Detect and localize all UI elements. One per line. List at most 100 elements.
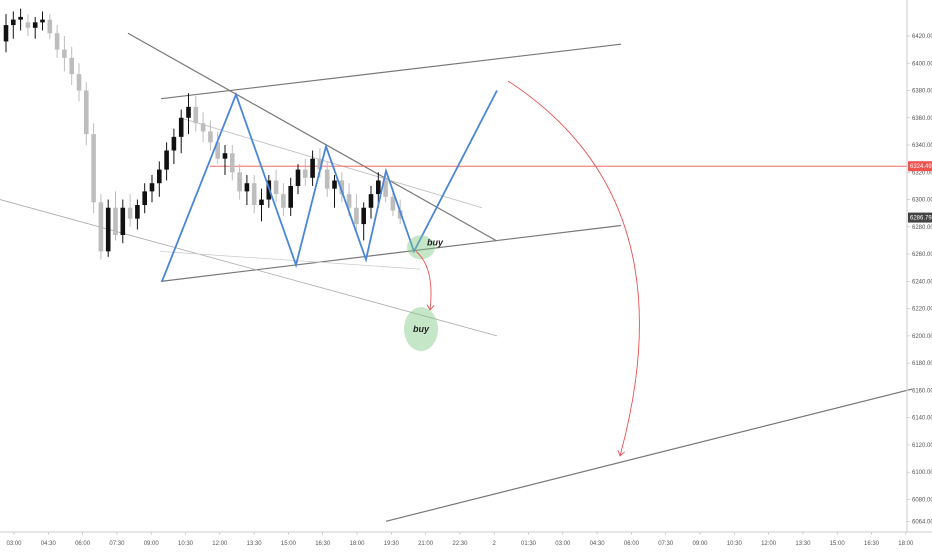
candle-body bbox=[178, 117, 184, 137]
candle bbox=[18, 8, 23, 31]
price-tag-box bbox=[908, 161, 932, 172]
time-tick-label: 21:00 bbox=[418, 541, 434, 547]
candle bbox=[40, 11, 45, 31]
candle bbox=[157, 161, 162, 197]
time-tick-label: 16:30 bbox=[315, 541, 331, 547]
candle-body bbox=[208, 131, 213, 143]
time-tick-label: 13:30 bbox=[247, 541, 263, 547]
candle bbox=[3, 14, 9, 53]
time-tick-label: 06:00 bbox=[75, 541, 91, 547]
candle-body bbox=[295, 169, 301, 186]
forecast-arrow bbox=[415, 251, 432, 311]
price-tick-label: 6080.00 bbox=[912, 497, 932, 503]
candle bbox=[178, 109, 184, 154]
time-tick-label: 10:30 bbox=[178, 541, 194, 547]
time-tick-label: 06:00 bbox=[624, 541, 640, 547]
candle bbox=[142, 183, 147, 214]
time-tick-label: 04:30 bbox=[41, 541, 57, 547]
candle bbox=[62, 35, 67, 72]
candle-body bbox=[186, 106, 191, 118]
candle bbox=[98, 194, 104, 260]
time-tick-label: 10:30 bbox=[727, 541, 743, 547]
candle bbox=[368, 185, 374, 219]
candle-body bbox=[390, 196, 396, 211]
candle bbox=[310, 150, 315, 186]
buy-label: buy bbox=[413, 324, 430, 334]
arrow-head bbox=[426, 304, 435, 311]
candle-body bbox=[25, 22, 31, 28]
candle-body bbox=[157, 169, 162, 184]
candle-body bbox=[164, 150, 169, 170]
candle-body bbox=[127, 207, 133, 219]
candle-body bbox=[303, 169, 308, 178]
candle bbox=[69, 46, 74, 86]
time-tick-label: 15:00 bbox=[830, 541, 846, 547]
candle bbox=[259, 188, 264, 222]
candle-body bbox=[317, 158, 323, 170]
price-tag-label: 6286.79 bbox=[910, 216, 932, 222]
price-tag-box bbox=[908, 212, 932, 223]
time-tick-label: 07:30 bbox=[109, 541, 125, 547]
candle bbox=[281, 183, 286, 216]
candle bbox=[149, 175, 155, 203]
candle-body bbox=[3, 25, 9, 42]
candle-body bbox=[251, 183, 257, 206]
time-tick-label: 07:30 bbox=[658, 541, 674, 547]
candle-body bbox=[339, 180, 345, 195]
price-tick-label: 6140.00 bbox=[912, 416, 932, 422]
candle bbox=[288, 177, 293, 216]
candle bbox=[84, 82, 89, 146]
candle-body bbox=[332, 180, 337, 189]
candle-body bbox=[354, 207, 359, 225]
candle bbox=[383, 172, 388, 203]
candle-body bbox=[62, 49, 67, 58]
time-tick-label: 12:00 bbox=[212, 541, 228, 547]
time-tick-label: 22:30 bbox=[452, 541, 468, 547]
candle bbox=[324, 161, 330, 197]
buy-label: buy bbox=[427, 237, 444, 247]
price-tick-label: 6160.00 bbox=[912, 388, 932, 394]
candle bbox=[171, 128, 177, 165]
candle-body bbox=[54, 33, 60, 50]
candle-body bbox=[69, 57, 74, 75]
candle bbox=[295, 164, 301, 195]
candle bbox=[208, 120, 213, 151]
candle-body bbox=[76, 74, 82, 91]
time-tick-label: 03:00 bbox=[555, 541, 571, 547]
candle bbox=[135, 199, 140, 230]
candles-layer bbox=[3, 8, 403, 260]
price-tag: 6324.49 bbox=[908, 161, 932, 172]
time-tick-label: 09:00 bbox=[692, 541, 708, 547]
candle-body bbox=[361, 207, 366, 225]
candle bbox=[244, 175, 250, 206]
candle bbox=[361, 202, 366, 241]
zigzag-wave bbox=[161, 90, 498, 282]
candle bbox=[105, 199, 111, 257]
candle-body bbox=[149, 183, 155, 192]
candle bbox=[193, 95, 199, 132]
forecast-arrow bbox=[507, 80, 640, 456]
trendline-3 bbox=[127, 32, 497, 241]
price-tag: 6286.79 bbox=[908, 212, 932, 223]
candle bbox=[230, 145, 235, 181]
candle-body bbox=[244, 183, 250, 192]
candle bbox=[11, 11, 16, 39]
candle-body bbox=[98, 202, 104, 252]
trendline-6 bbox=[159, 250, 421, 270]
price-tick-label: 6360.00 bbox=[912, 116, 932, 122]
candle bbox=[251, 175, 257, 214]
price-tick-label: 6320.00 bbox=[912, 170, 932, 176]
time-tick-label: 04:30 bbox=[590, 541, 606, 547]
price-tick-label: 6280.00 bbox=[912, 225, 932, 231]
candle-body bbox=[193, 106, 199, 124]
time-tick-label: 18:00 bbox=[349, 541, 365, 547]
trendline-1 bbox=[160, 43, 622, 100]
candle bbox=[32, 16, 38, 39]
trendline-7 bbox=[385, 388, 913, 522]
price-tick-label: 6260.00 bbox=[912, 252, 932, 258]
candle-body bbox=[40, 19, 45, 23]
candle-body bbox=[142, 191, 147, 206]
candle-body bbox=[215, 142, 220, 159]
